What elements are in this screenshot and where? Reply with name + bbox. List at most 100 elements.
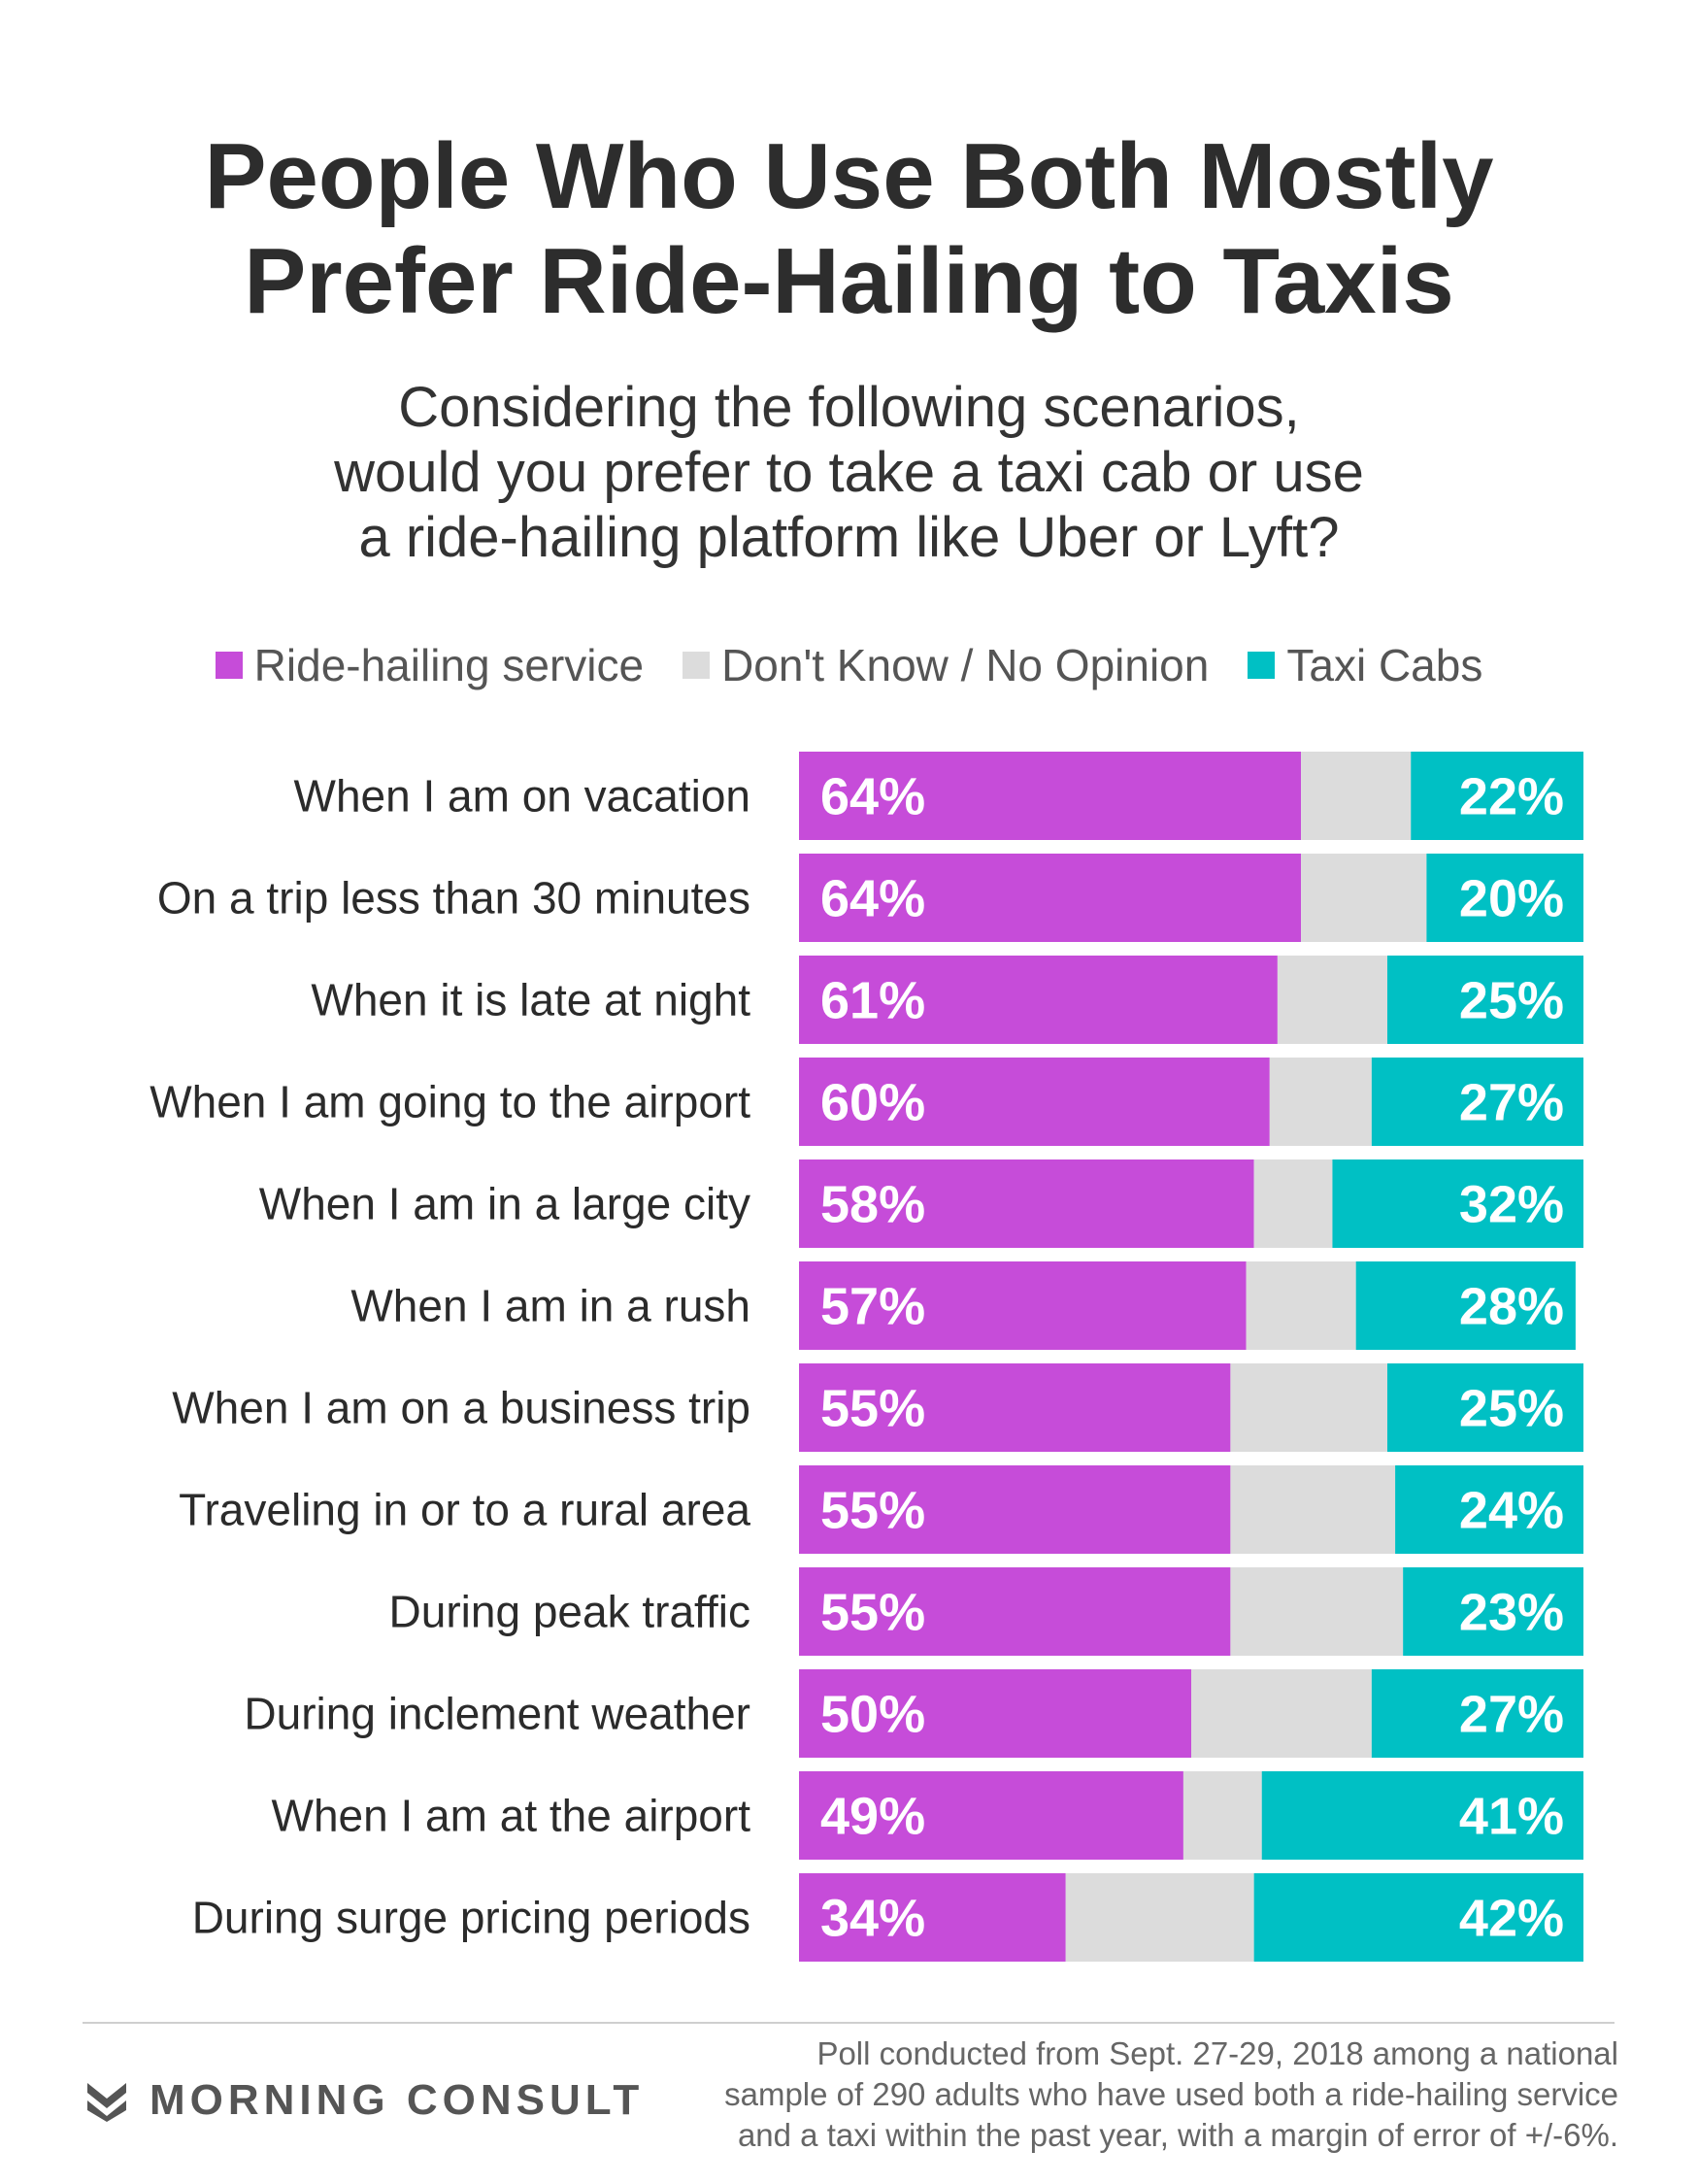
data-label-taxi: 25% (1459, 972, 1564, 1030)
data-label-taxi: 28% (1459, 1278, 1564, 1336)
data-label-taxi: 27% (1459, 1686, 1564, 1744)
bar-segment-taxi (1387, 1363, 1583, 1452)
footnote-line-1: Poll conducted from Sept. 27-29, 2018 am… (816, 2035, 1618, 2071)
chart-title-line-1: People Who Use Both Mostly (204, 124, 1494, 228)
data-label-ride-hailing: 55% (820, 1482, 925, 1540)
bar-segment-dont-know (1277, 956, 1387, 1044)
bar-segment-ride-hailing (799, 956, 1278, 1044)
footer-divider (83, 2022, 1615, 2024)
legend-swatch-dont-know (683, 652, 711, 679)
data-label-taxi: 22% (1459, 768, 1564, 826)
bar-row: During surge pricing periods 34% 42% (192, 1873, 1583, 1962)
bar-segment-taxi (1426, 854, 1583, 942)
bar-segment-taxi (1387, 956, 1583, 1044)
legend-label-dont-know: Don't Know / No Opinion (721, 640, 1210, 690)
bar-segment-taxi (1371, 1669, 1583, 1758)
bar-row: When it is late at night 61% 25% (311, 956, 1583, 1044)
legend-swatch-ride-hailing (215, 652, 243, 679)
bar-segment-taxi (1261, 1771, 1583, 1860)
category-label: When I am going to the airport (150, 1077, 750, 1127)
category-label: When I am on a business trip (172, 1383, 750, 1433)
bar-segment-dont-know (1246, 1261, 1356, 1350)
data-label-taxi: 27% (1459, 1074, 1564, 1132)
data-label-taxi: 41% (1459, 1788, 1564, 1846)
bar-segment-ride-hailing (799, 752, 1302, 840)
category-label: During surge pricing periods (192, 1893, 750, 1943)
data-label-ride-hailing: 60% (820, 1074, 925, 1132)
category-label: When I am in a rush (350, 1281, 750, 1331)
data-label-taxi: 24% (1459, 1482, 1564, 1540)
legend-item-dont-know: Don't Know / No Opinion (683, 639, 1209, 691)
chart-title-line-2: Prefer Ride-Hailing to Taxis (244, 229, 1454, 333)
data-label-taxi: 25% (1459, 1380, 1564, 1438)
bar-segment-dont-know (1065, 1873, 1254, 1962)
morning-consult-logo-icon (87, 2083, 126, 2122)
data-label-ride-hailing: 49% (820, 1788, 925, 1846)
category-label: When I am at the airport (272, 1791, 751, 1841)
legend-label-taxi: Taxi Cabs (1286, 640, 1483, 690)
data-label-taxi: 32% (1459, 1176, 1564, 1234)
bar-segment-taxi (1403, 1567, 1583, 1656)
bar-row: When I am going to the airport 60% 27% (150, 1058, 1583, 1146)
chart-title: People Who Use Both Mostly Prefer Ride-H… (0, 124, 1698, 334)
bar-segment-taxi (1253, 1873, 1583, 1962)
category-label: When I am in a large city (259, 1179, 750, 1229)
brand-name: MORNING CONSULT (150, 2076, 645, 2124)
bar-segment-ride-hailing (799, 854, 1302, 942)
footnote-line-3: and a taxi within the past year, with a … (737, 2117, 1618, 2153)
bar-segment-ride-hailing (799, 1771, 1183, 1860)
data-label-ride-hailing: 55% (820, 1584, 925, 1642)
bar-segment-ride-hailing (799, 1669, 1191, 1758)
category-label: During inclement weather (244, 1689, 750, 1739)
bar-row: When I am in a rush 57% 28% (350, 1261, 1576, 1350)
bar-segment-ride-hailing (799, 1873, 1066, 1962)
category-label: Traveling in or to a rural area (179, 1485, 750, 1535)
bar-segment-dont-know (1301, 854, 1427, 942)
bar-segment-dont-know (1301, 752, 1412, 840)
legend-item-taxi: Taxi Cabs (1248, 639, 1482, 691)
bar-segment-taxi (1411, 752, 1583, 840)
chart-subtitle-line-2: would you prefer to take a taxi cab or u… (334, 441, 1364, 504)
bar-segment-ride-hailing (799, 1567, 1231, 1656)
data-label-ride-hailing: 55% (820, 1380, 925, 1438)
category-label: When it is late at night (311, 975, 750, 1025)
data-label-taxi: 42% (1459, 1890, 1564, 1948)
bar-segment-dont-know (1269, 1058, 1372, 1146)
bar-segment-taxi (1395, 1465, 1583, 1554)
data-label-taxi: 20% (1459, 870, 1564, 928)
survey-footnote: Poll conducted from Sept. 27-29, 2018 am… (648, 2033, 1618, 2156)
bar-segment-taxi (1332, 1159, 1583, 1248)
category-label: On a trip less than 30 minutes (157, 873, 750, 924)
chart-subtitle-line-1: Considering the following scenarios, (398, 376, 1300, 439)
data-label-ride-hailing: 61% (820, 972, 925, 1030)
bar-segment-ride-hailing (799, 1159, 1254, 1248)
bar-segment-dont-know (1182, 1771, 1262, 1860)
bar-segment-ride-hailing (799, 1058, 1270, 1146)
bar-segment-taxi (1355, 1261, 1576, 1350)
bar-segment-dont-know (1230, 1465, 1396, 1554)
bar-row: When I am on vacation 64% 22% (294, 752, 1583, 840)
legend-swatch-taxi (1248, 652, 1276, 679)
bar-segment-dont-know (1253, 1159, 1333, 1248)
data-label-ride-hailing: 50% (820, 1686, 925, 1744)
footnote-line-2: sample of 290 adults who have used both … (724, 2076, 1618, 2112)
chart-legend: Ride-hailing service Don't Know / No Opi… (0, 639, 1698, 691)
category-label: When I am on vacation (294, 771, 750, 822)
chart-subtitle-line-3: a ride-hailing platform like Uber or Lyf… (358, 506, 1340, 569)
bar-row: Traveling in or to a rural area 55% 24% (179, 1465, 1583, 1554)
data-label-ride-hailing: 58% (820, 1176, 925, 1234)
data-label-taxi: 23% (1459, 1584, 1564, 1642)
data-label-ride-hailing: 64% (820, 870, 925, 928)
category-label: During peak traffic (389, 1587, 750, 1637)
bar-row: When I am in a large city 58% 32% (259, 1159, 1583, 1248)
bar-row: When I am on a business trip 55% 25% (172, 1363, 1583, 1452)
legend-item-ride-hailing: Ride-hailing service (215, 639, 644, 691)
bar-segment-dont-know (1191, 1669, 1372, 1758)
brand-logo: MORNING CONSULT (85, 2076, 644, 2125)
bar-row: On a trip less than 30 minutes 64% 20% (157, 854, 1583, 942)
data-label-ride-hailing: 64% (820, 768, 925, 826)
bar-segment-ride-hailing (799, 1261, 1247, 1350)
bar-segment-ride-hailing (799, 1465, 1231, 1554)
data-label-ride-hailing: 57% (820, 1278, 925, 1336)
